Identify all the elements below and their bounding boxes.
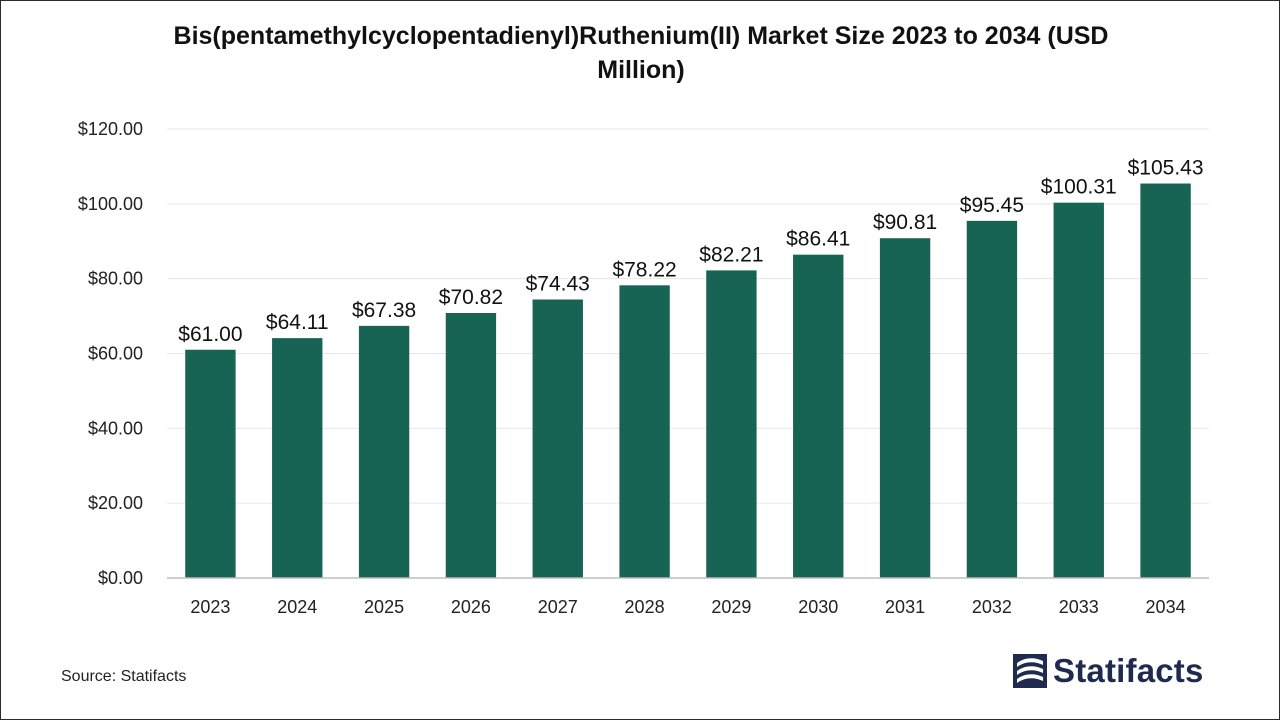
bar-2023 — [185, 349, 236, 578]
y-tick-label: $80.00 — [88, 269, 143, 289]
data-label: $67.38 — [352, 299, 416, 322]
x-tick-label: 2029 — [711, 597, 751, 617]
data-label: $100.31 — [1041, 176, 1117, 199]
bar-2027 — [532, 299, 583, 578]
x-tick-label: 2027 — [538, 597, 578, 617]
x-tick-label: 2024 — [277, 597, 317, 617]
bar-2028 — [619, 285, 670, 578]
bars — [185, 183, 1191, 579]
y-tick-label: $0.00 — [98, 568, 143, 588]
bar-2030 — [793, 254, 844, 578]
data-label: $74.43 — [526, 273, 590, 296]
y-tick-label: $60.00 — [88, 344, 143, 364]
y-tick-label: $20.00 — [88, 493, 143, 513]
x-tick-label: 2031 — [885, 597, 925, 617]
x-tick-label: 2028 — [625, 597, 665, 617]
y-axis: $0.00 $20.00 $40.00 $60.00 $80.00 $100.00 $120… — [78, 119, 143, 588]
bar-2024 — [272, 338, 323, 578]
grid-lines — [167, 128, 1209, 504]
data-label: $90.81 — [873, 211, 937, 234]
x-axis: 2023 2024 2025 2026 2027 2028 2029 2030 2031 2032… — [167, 577, 1209, 617]
x-tick-label: 2030 — [798, 597, 838, 617]
data-label: $95.45 — [960, 194, 1024, 217]
data-label: $105.43 — [1128, 157, 1204, 180]
data-label: $64.11 — [266, 311, 329, 334]
y-tick-label: $120.00 — [78, 119, 143, 139]
x-tick-label: 2025 — [364, 597, 404, 617]
x-tick-label: 2034 — [1146, 597, 1186, 617]
data-labels: $61.00 $64.11 $67.38 $70.82 $74.43 $78.22 $82.… — [178, 157, 1203, 346]
chart-title: Bis(pentamethylcyclopentadienyl)Rutheniu… — [173, 22, 1109, 84]
data-label: $70.82 — [439, 286, 503, 309]
data-label: $86.41 — [786, 228, 850, 251]
logo-text: Statifacts — [1053, 652, 1204, 689]
bar-2025 — [358, 325, 410, 578]
bar-2034 — [1140, 183, 1191, 578]
bar-2033 — [1053, 202, 1104, 579]
statifacts-logo: Statifacts — [1013, 651, 1204, 691]
bar-2029 — [706, 270, 757, 578]
x-tick-label: 2023 — [190, 597, 230, 617]
bar-2026 — [445, 313, 497, 578]
x-tick-label: 2032 — [972, 597, 1012, 617]
source-note: Source: Statifacts — [61, 668, 187, 685]
statifacts-logo-icon — [1013, 654, 1047, 688]
y-tick-label: $100.00 — [78, 194, 143, 214]
bar-2031 — [879, 238, 931, 579]
x-tick-label: 2026 — [451, 597, 491, 617]
x-tick-label: 2033 — [1059, 597, 1099, 617]
bar-2032 — [966, 220, 1018, 578]
data-label: $82.21 — [699, 243, 763, 266]
data-label: $61.00 — [178, 323, 242, 346]
y-tick-label: $40.00 — [88, 418, 143, 438]
data-label: $78.22 — [612, 258, 676, 281]
